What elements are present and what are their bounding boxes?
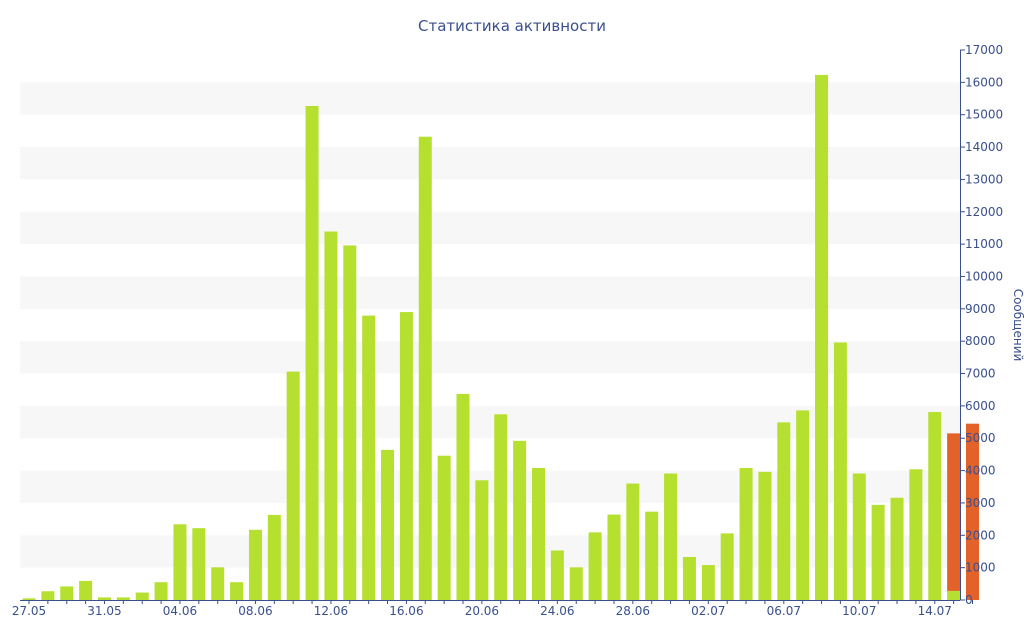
bar[interactable]: [569, 567, 583, 600]
grid-band: [20, 276, 960, 309]
bar[interactable]: [475, 480, 489, 600]
bar[interactable]: [437, 455, 451, 600]
bar[interactable]: [758, 471, 772, 600]
bar[interactable]: [588, 532, 602, 600]
x-tick-label: 20.06: [465, 604, 499, 618]
bar[interactable]: [494, 414, 508, 600]
x-tick-label: 24.06: [540, 604, 574, 618]
chart-title: Статистика активности: [418, 17, 606, 35]
bar[interactable]: [135, 592, 149, 600]
bar[interactable]: [645, 511, 659, 600]
axes: [20, 50, 961, 601]
bar[interactable]: [815, 74, 829, 600]
bar[interactable]: [60, 586, 74, 600]
bar[interactable]: [456, 393, 470, 600]
x-tick-label: 14.07: [918, 604, 952, 618]
x-tick-label: 04.06: [163, 604, 197, 618]
x-tick-label: 08.06: [238, 604, 272, 618]
x-tick-label: 27.05: [12, 604, 46, 618]
bar[interactable]: [928, 412, 942, 600]
y-tick-label: 12000: [965, 205, 1003, 219]
y-tick-label: 3000: [965, 496, 996, 510]
bar[interactable]: [890, 497, 904, 600]
y-axis-label: Сообщений: [1011, 289, 1024, 362]
bar-segment-top[interactable]: [947, 433, 961, 591]
bar[interactable]: [399, 312, 413, 600]
bar[interactable]: [97, 597, 111, 600]
x-tick-label: 31.05: [87, 604, 121, 618]
y-tick-label: 6000: [965, 399, 996, 413]
bar[interactable]: [607, 514, 621, 600]
bar[interactable]: [513, 440, 527, 600]
bar[interactable]: [947, 590, 961, 600]
y-tick-label: 4000: [965, 464, 996, 478]
bar[interactable]: [343, 245, 357, 600]
grid-band: [20, 82, 960, 115]
bar-segment-top[interactable]: [966, 423, 979, 600]
y-tick-label: 16000: [965, 75, 1003, 89]
bar[interactable]: [230, 582, 244, 600]
bar[interactable]: [531, 468, 545, 600]
y-tick-label: 15000: [965, 108, 1003, 122]
bar[interactable]: [286, 371, 300, 600]
bar[interactable]: [418, 136, 432, 600]
bar[interactable]: [626, 483, 640, 600]
y-tick-label: 7000: [965, 367, 996, 381]
bar[interactable]: [248, 529, 262, 600]
grid-band: [20, 211, 960, 245]
bar-series: [22, 74, 979, 601]
bar[interactable]: [852, 473, 866, 601]
bar[interactable]: [682, 556, 696, 600]
y-tick-label: 13000: [965, 172, 1003, 186]
bar[interactable]: [664, 473, 678, 601]
x-tick-label: 12.06: [314, 604, 348, 618]
bar[interactable]: [833, 342, 847, 600]
y-tick-label: 1000: [965, 561, 996, 575]
bar[interactable]: [79, 580, 93, 600]
y-tick-label: 10000: [965, 269, 1003, 283]
bar[interactable]: [550, 550, 564, 601]
bar[interactable]: [154, 582, 168, 600]
y-tick-label: 17000: [965, 43, 1003, 57]
x-tick-label: 10.07: [842, 604, 876, 618]
y-axis-ticks: 0 1000 2000 3000 4000 5000 6000 7000 8000 9000 100…: [960, 43, 1003, 607]
y-tick-label: 9000: [965, 302, 996, 316]
bar[interactable]: [381, 449, 395, 600]
bar[interactable]: [720, 533, 734, 600]
grid-band: [20, 147, 960, 180]
y-tick-label: 0: [965, 593, 973, 607]
grid-band: [20, 341, 960, 374]
x-tick-label: 06.07: [767, 604, 801, 618]
x-tick-label: 28.06: [616, 604, 650, 618]
y-tick-label: 11000: [965, 237, 1003, 251]
x-axis-ticks: 27.05 31.05 04.06 08.06 12.06 16.06 20.06 24.06…: [12, 600, 973, 618]
bar[interactable]: [796, 410, 810, 600]
bar[interactable]: [211, 567, 225, 600]
bar[interactable]: [362, 315, 376, 600]
bar[interactable]: [116, 597, 130, 600]
bar[interactable]: [305, 105, 319, 600]
y-tick-label: 14000: [965, 140, 1003, 154]
bar[interactable]: [22, 598, 36, 600]
bar[interactable]: [739, 468, 753, 600]
y-tick-label: 8000: [965, 334, 996, 348]
bar[interactable]: [777, 422, 791, 600]
bar[interactable]: [909, 469, 923, 600]
bar[interactable]: [267, 514, 281, 600]
bar[interactable]: [871, 504, 885, 600]
y-tick-label: 5000: [965, 431, 996, 445]
x-tick-label: 02.07: [691, 604, 725, 618]
bar[interactable]: [324, 231, 338, 601]
bar[interactable]: [192, 528, 206, 600]
bar[interactable]: [41, 591, 55, 600]
y-tick-label: 2000: [965, 528, 996, 542]
x-tick-label: 16.06: [389, 604, 423, 618]
bar[interactable]: [173, 524, 187, 600]
bar[interactable]: [701, 565, 715, 600]
